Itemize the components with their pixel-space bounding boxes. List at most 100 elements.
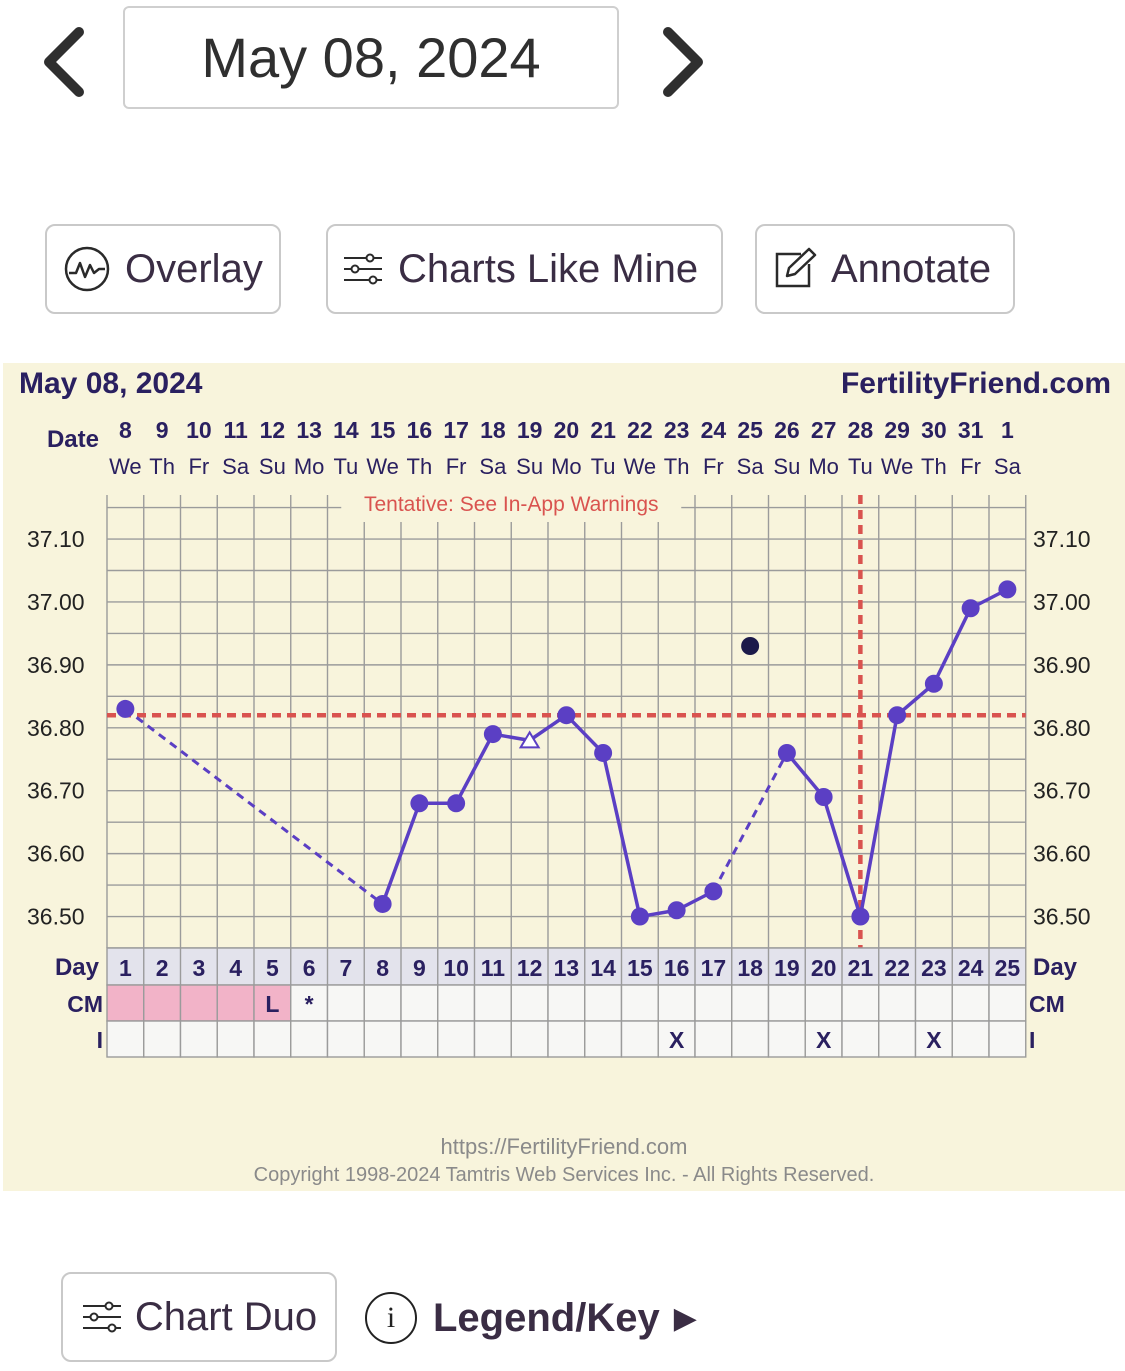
cm-mark: * xyxy=(305,991,314,1017)
fertility-chart: May 08, 2024 FertilityFriend.com Date 8 We 9 T… xyxy=(3,363,1125,1191)
day-number: 16 xyxy=(664,955,690,981)
temp-point-excluded xyxy=(741,637,760,655)
temp-line xyxy=(380,802,422,905)
i-cell xyxy=(951,1020,990,1058)
i-cell xyxy=(143,1020,182,1058)
date-selector[interactable]: May 08, 2024 xyxy=(123,6,619,109)
day-number: 21 xyxy=(848,955,874,981)
day-number: 8 xyxy=(376,955,389,981)
date-label: 23 xyxy=(664,417,690,443)
date-label: 13 xyxy=(296,417,322,443)
temp-line xyxy=(932,607,973,685)
legend-key-link[interactable]: i Legend/Key ▶ xyxy=(365,1288,697,1348)
day-number: 1 xyxy=(119,955,132,981)
temp-point xyxy=(924,674,943,693)
date-label: 22 xyxy=(627,417,653,443)
cm-cell xyxy=(547,984,586,1022)
charts-like-mine-button[interactable]: Charts Like Mine xyxy=(326,224,723,314)
weekday-label: Fr xyxy=(960,454,981,479)
temp-point xyxy=(483,725,502,744)
y-tick-label-right: 36.80 xyxy=(1033,715,1091,741)
weekday-label: We xyxy=(624,454,657,479)
temp-line-dashed xyxy=(124,707,384,906)
i-cell xyxy=(804,1020,843,1058)
temp-line-dashed xyxy=(712,752,789,893)
legend-key-label: Legend/Key xyxy=(433,1295,660,1340)
cm-cell xyxy=(767,984,806,1022)
day-number: 13 xyxy=(554,955,580,981)
sliders-icon xyxy=(81,1299,123,1335)
day-number: 3 xyxy=(192,955,205,981)
temp-point xyxy=(667,901,686,920)
i-cell xyxy=(731,1020,770,1058)
i-cell xyxy=(363,1020,402,1058)
y-tick-label-right: 36.50 xyxy=(1033,904,1091,930)
edit-note-icon xyxy=(771,246,817,292)
temp-point xyxy=(998,580,1017,599)
temp-line xyxy=(858,714,899,917)
weekday-label: Th xyxy=(407,454,433,479)
info-icon: i xyxy=(365,1292,417,1344)
i-cell xyxy=(400,1020,439,1058)
date-label: 12 xyxy=(260,417,286,443)
i-cell xyxy=(584,1020,623,1058)
weekday-label: Th xyxy=(921,454,947,479)
i-cell xyxy=(253,1020,292,1058)
chart-svg: May 08, 2024 FertilityFriend.com Date 8 We 9 T… xyxy=(19,367,1111,1186)
i-cell xyxy=(841,1020,880,1058)
weekday-label: Mo xyxy=(551,454,582,479)
date-label: 11 xyxy=(223,417,248,443)
y-tick-label-left: 37.10 xyxy=(27,526,85,552)
date-label: 9 xyxy=(156,417,169,443)
day-number: 25 xyxy=(995,955,1021,981)
charts-like-mine-label: Charts Like Mine xyxy=(398,246,699,291)
cm-mark: L xyxy=(265,991,279,1017)
prev-date-button[interactable] xyxy=(35,22,105,102)
current-date: May 08, 2024 xyxy=(201,26,541,89)
y-tick-label-left: 36.90 xyxy=(27,652,85,678)
weekday-label: Su xyxy=(773,454,800,479)
annotate-button[interactable]: Annotate xyxy=(755,224,1015,314)
day-number: 4 xyxy=(229,955,242,981)
cm-cell xyxy=(914,984,953,1022)
date-label: 8 xyxy=(119,417,132,443)
chart-title: May 08, 2024 xyxy=(19,367,203,400)
day-number: 23 xyxy=(921,955,947,981)
temp-point xyxy=(814,788,833,806)
chart-footer-url: https://FertilityFriend.com xyxy=(441,1134,688,1159)
day-number: 2 xyxy=(156,955,169,981)
day-number: 10 xyxy=(443,955,469,981)
cm-row-label: CM xyxy=(67,991,103,1017)
i-cell xyxy=(326,1020,365,1058)
overlay-button[interactable]: Overlay xyxy=(45,224,281,314)
temp-line xyxy=(785,751,825,799)
cm-cell xyxy=(437,984,476,1022)
cm-cell xyxy=(216,984,255,1022)
date-label: 29 xyxy=(884,417,910,443)
temp-point xyxy=(704,882,723,901)
cm-cell xyxy=(326,984,365,1022)
date-label: 16 xyxy=(407,417,433,443)
y-tick-label-right: 36.60 xyxy=(1033,841,1091,867)
cm-cell xyxy=(106,984,145,1022)
warning-bg xyxy=(341,488,682,522)
next-date-button[interactable] xyxy=(650,22,720,102)
chart-duo-button[interactable]: Chart Duo xyxy=(61,1272,337,1362)
i-cell xyxy=(510,1020,549,1058)
weekday-label: Th xyxy=(149,454,175,479)
date-label: 14 xyxy=(333,417,359,443)
date-label: 27 xyxy=(811,417,837,443)
weekday-label: Sa xyxy=(222,454,250,479)
y-tick-label-left: 36.50 xyxy=(27,904,85,930)
cm-cell xyxy=(804,984,843,1022)
y-tick-label-left: 36.80 xyxy=(27,715,85,741)
warning-text: Tentative: See In-App Warnings xyxy=(364,493,659,516)
temp-point xyxy=(630,907,649,926)
date-label: 19 xyxy=(517,417,543,443)
date-label: 24 xyxy=(701,417,727,443)
day-number: 22 xyxy=(884,955,910,981)
date-label: 10 xyxy=(186,417,212,443)
i-cell xyxy=(437,1020,476,1058)
cm-cell xyxy=(731,984,770,1022)
temp-point xyxy=(888,706,907,725)
